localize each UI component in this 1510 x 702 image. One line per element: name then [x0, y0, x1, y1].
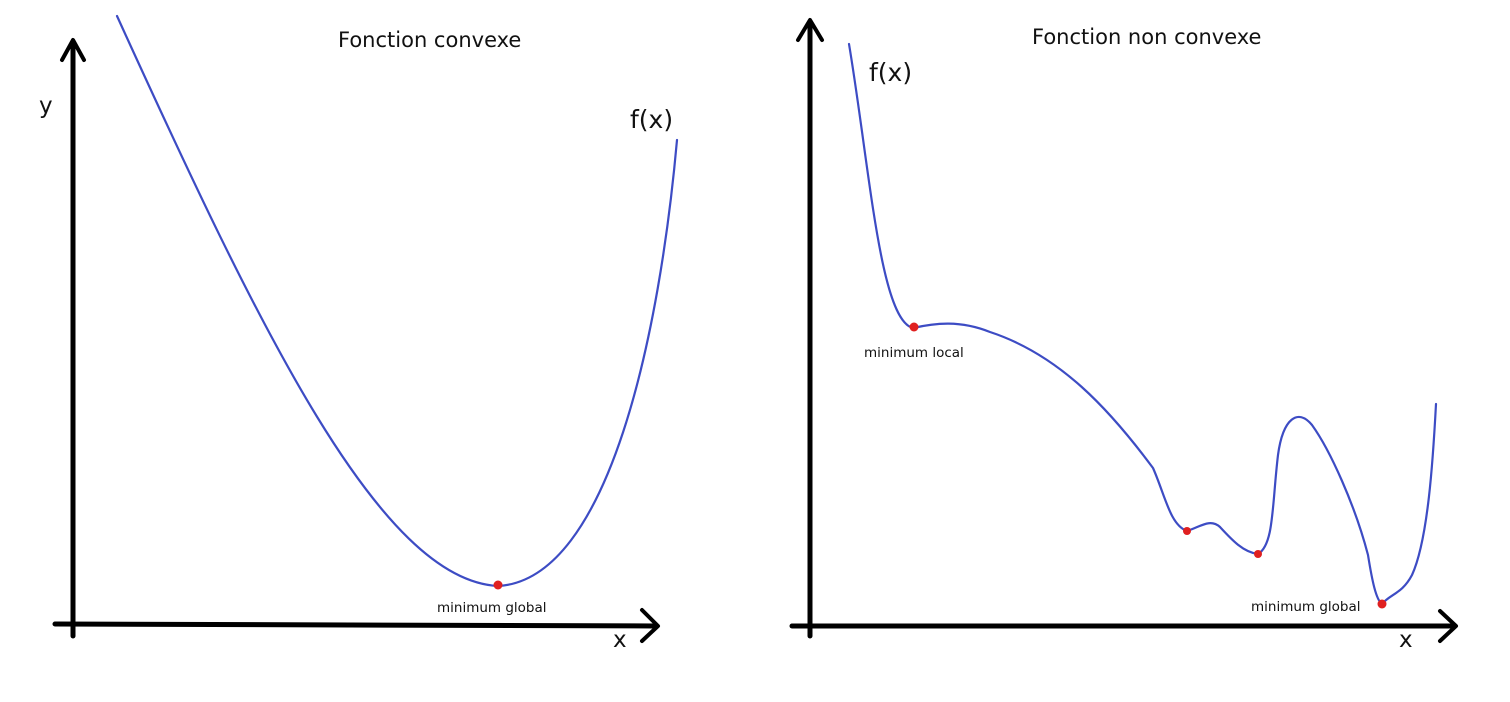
nonconvex-panel: Fonction non convexe f(x) x minimum loca… [789, 18, 1458, 653]
convex-global-minimum-label: minimum global [437, 600, 547, 616]
right-x-axis-arrow-icon [1438, 609, 1458, 643]
nonconvex-local-minimum-label: minimum local [864, 345, 964, 361]
convex-function-label: f(x) [630, 105, 673, 134]
convex-panel: Fonction convexe f(x) y x minimum global [39, 14, 679, 653]
nonconvex-curve [847, 42, 1438, 606]
nonconvex-minimum-point-3 [1254, 550, 1262, 558]
convex-title: Fonction convexe [338, 28, 521, 52]
nonconvex-function-label: f(x) [869, 58, 912, 87]
convex-y-axis-label: y [39, 93, 53, 119]
nonconvex-local-minimum-point [909, 322, 919, 332]
convex-curve [115, 14, 679, 588]
right-y-axis-arrow-icon [796, 18, 824, 42]
nonconvex-global-minimum-label: minimum global [1251, 599, 1361, 615]
convex-global-minimum-point [493, 580, 503, 590]
convex-x-axis-label: x [613, 627, 627, 653]
nonconvex-title: Fonction non convexe [1032, 25, 1261, 49]
nonconvex-minimum-point-2 [1183, 527, 1191, 535]
left-y-axis-arrow-icon [60, 38, 86, 62]
nonconvex-global-minimum-point [1377, 599, 1387, 609]
left-x-axis [52, 621, 659, 629]
left-x-axis-arrow-icon [640, 608, 660, 643]
nonconvex-x-axis-label: x [1399, 627, 1413, 653]
